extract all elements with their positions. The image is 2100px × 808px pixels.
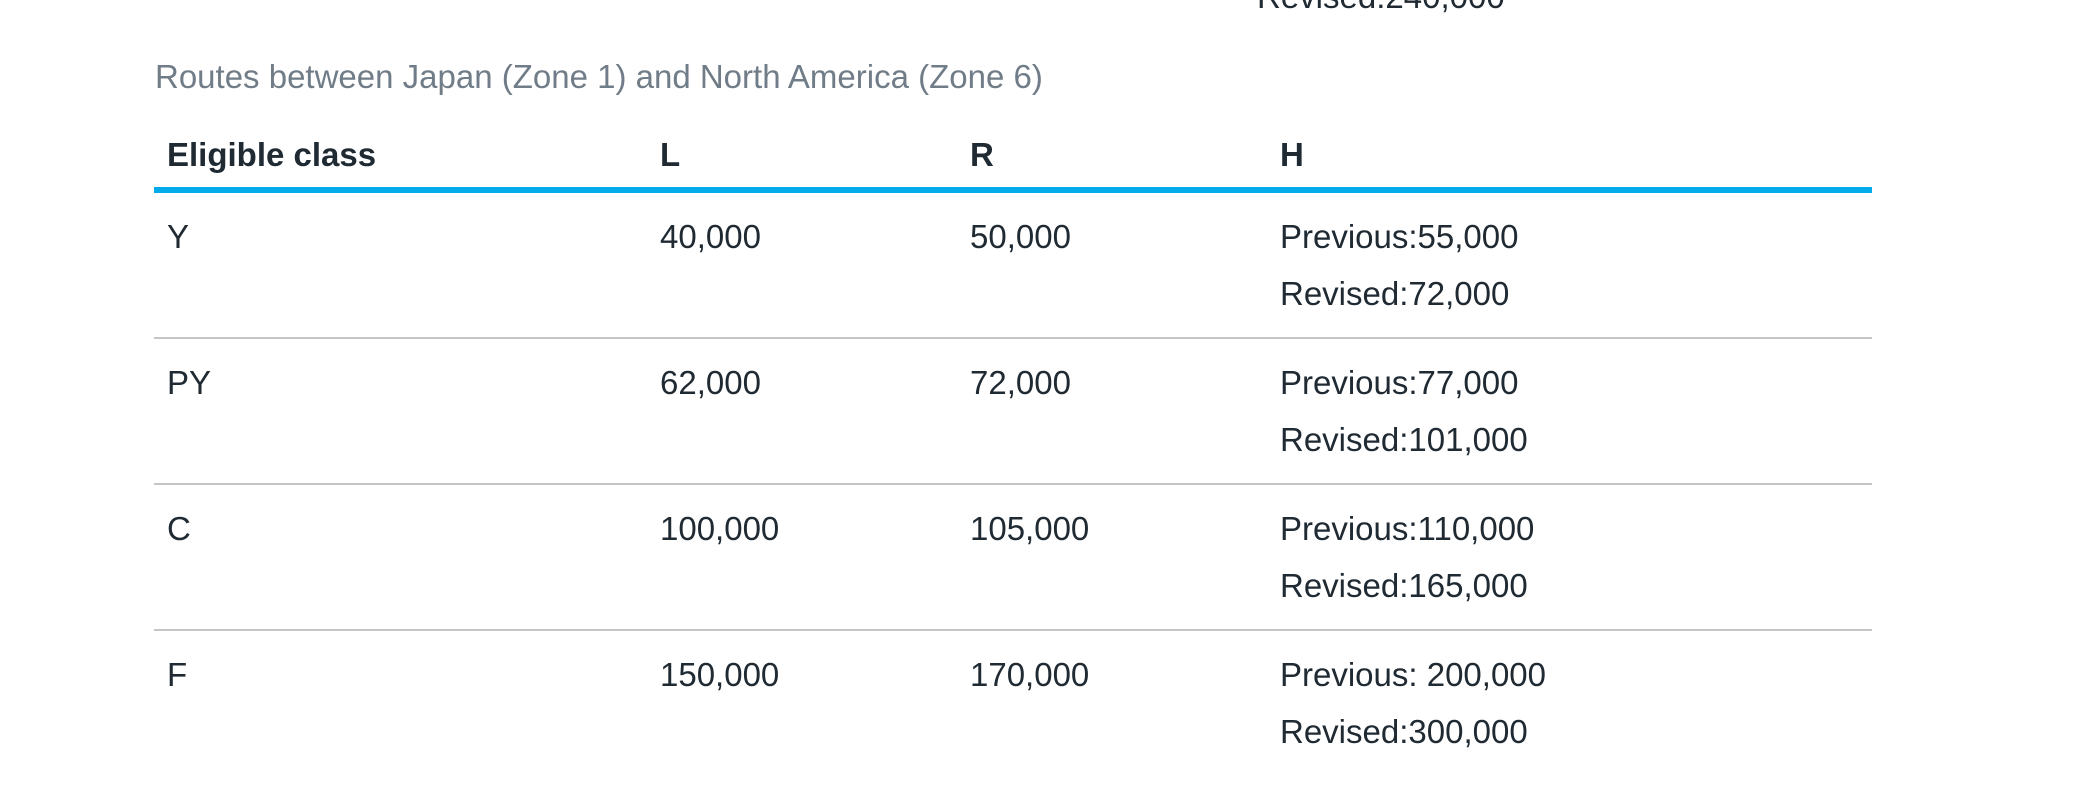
cell-l: 40,000 bbox=[647, 190, 957, 339]
h-revised-line: Revised:165,000 bbox=[1280, 567, 1528, 604]
cell-h: Previous:77,000 Revised:101,000 bbox=[1267, 338, 1872, 485]
table-row: PY 62,000 72,000 Previous:77,000 Revised… bbox=[154, 338, 1872, 485]
section-title: Routes between Japan (Zone 1) and North … bbox=[155, 58, 1043, 95]
h-previous-line: Previous:77,000 bbox=[1280, 364, 1519, 401]
cell-r: 50,000 bbox=[957, 190, 1267, 339]
cell-eligible-class: Y bbox=[154, 190, 647, 339]
h-revised-line: Revised:101,000 bbox=[1280, 421, 1528, 458]
cell-r: 72,000 bbox=[957, 338, 1267, 485]
table-row: Y 40,000 50,000 Previous:55,000 Revised:… bbox=[154, 190, 1872, 339]
column-header-eligible-class: Eligible class bbox=[154, 122, 647, 193]
clipped-row-text: Revised:240,000 bbox=[1257, 0, 1505, 16]
cell-r: 170,000 bbox=[970, 656, 1090, 693]
column-header-r: R bbox=[957, 122, 1267, 193]
cell-h: Previous:55,000 Revised:72,000 bbox=[1267, 190, 1872, 339]
h-revised-line: Revised:300,000 bbox=[1280, 713, 1528, 750]
cell-h: Previous:110,000 Revised:165,000 bbox=[1267, 484, 1872, 631]
column-header-l: L bbox=[647, 122, 957, 193]
cell-h: Previous: 200,000 Revised:300,000 bbox=[1267, 630, 1872, 808]
cell-l: 150,000 bbox=[660, 656, 780, 693]
cell-eligible-class: F bbox=[167, 656, 188, 693]
column-header-h: H bbox=[1267, 122, 1872, 193]
table-header: Eligible class L R H bbox=[154, 122, 1872, 193]
h-previous-line: Previous:55,000 bbox=[1280, 218, 1519, 255]
cell-eligible-class: C bbox=[154, 484, 647, 631]
award-chart-table: Eligible class L R H Y 40,000 50,000 Pre… bbox=[154, 122, 1872, 808]
cell-l: 100,000 bbox=[647, 484, 957, 631]
h-revised-line: Revised:72,000 bbox=[1280, 275, 1510, 312]
h-previous-line: Previous:110,000 bbox=[1280, 510, 1535, 547]
cell-r: 105,000 bbox=[957, 484, 1267, 631]
table-row: F 150,000 170,000 Previous: 200,000 Revi… bbox=[154, 630, 1872, 808]
h-previous-line: Previous: 200,000 bbox=[1280, 656, 1547, 693]
table-row: C 100,000 105,000 Previous:110,000 Revis… bbox=[154, 484, 1872, 631]
cell-l: 62,000 bbox=[647, 338, 957, 485]
header-row: Eligible class L R H bbox=[154, 122, 1872, 193]
cell-eligible-class: PY bbox=[154, 338, 647, 485]
